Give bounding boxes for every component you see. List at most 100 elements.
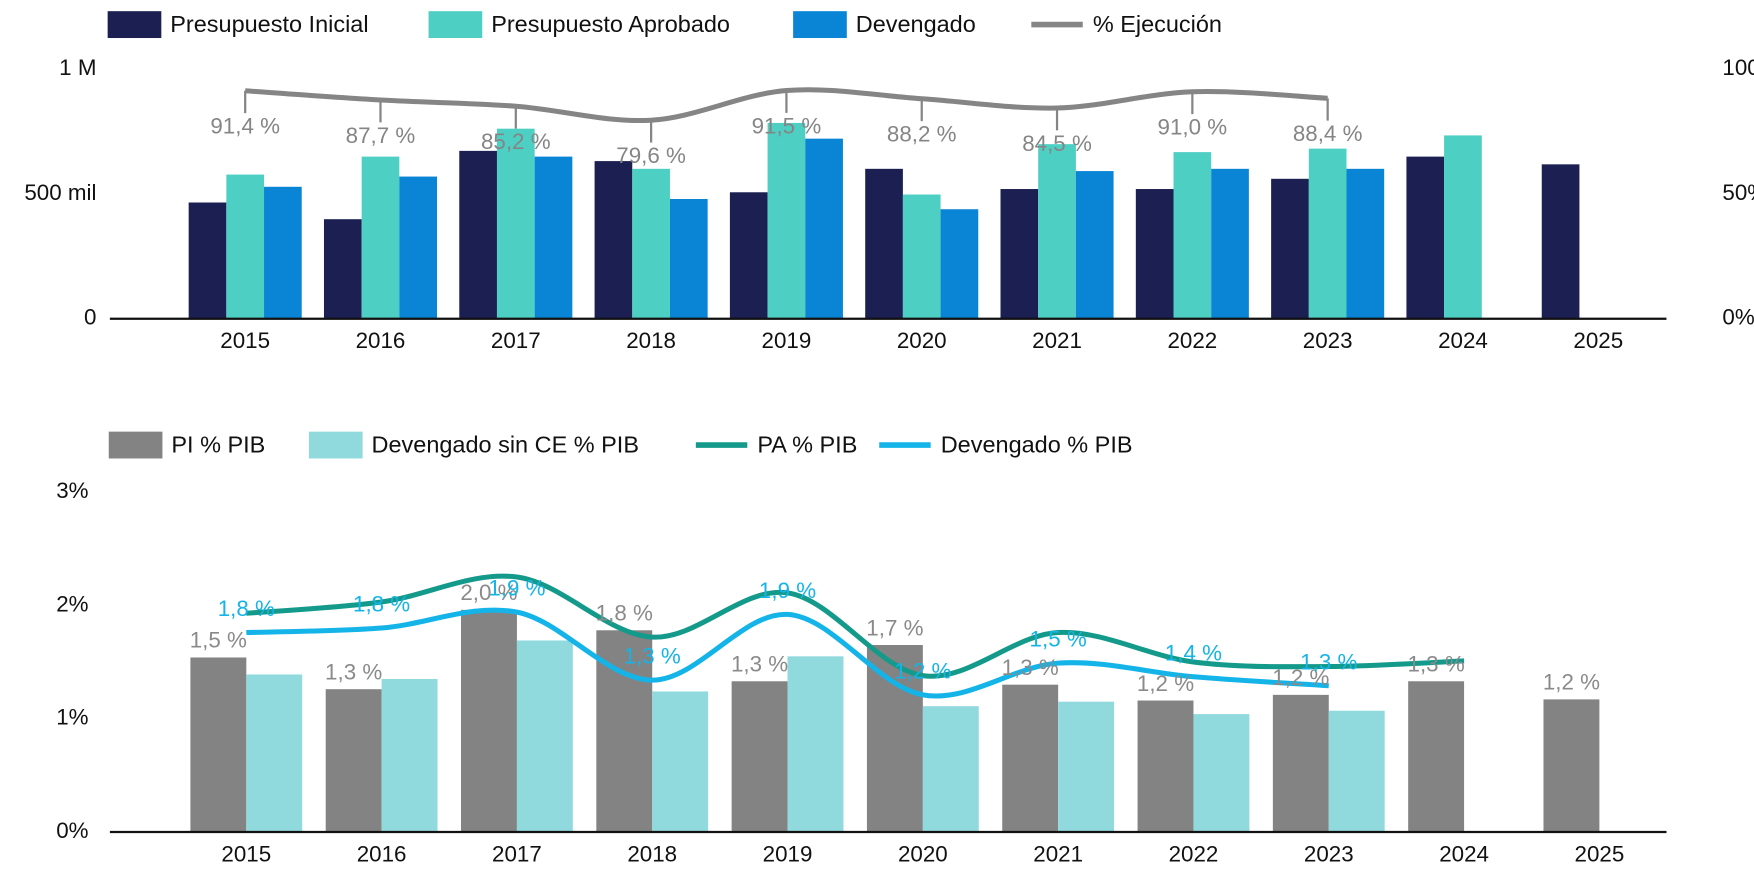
bar: [459, 150, 497, 319]
x-tick-label: 2023: [1303, 328, 1353, 353]
data-label: 1,3 %: [1002, 655, 1059, 680]
bar: [361, 156, 400, 319]
bar: [381, 679, 438, 832]
bar: [1406, 156, 1445, 319]
bar: [594, 161, 633, 319]
data-label: 1,3 %: [731, 652, 788, 677]
y-tick-label: 1%: [56, 705, 88, 730]
legend-label: PI % PIB: [171, 431, 265, 457]
bar: [767, 122, 806, 319]
data-label: 2,0 %: [460, 580, 517, 605]
bar: [1308, 148, 1347, 319]
x-tick-label: 2016: [357, 841, 407, 866]
x-tick-label: 2019: [763, 841, 813, 866]
legend-label: PA % PIB: [757, 431, 857, 457]
data-label: 91,5 %: [752, 113, 822, 138]
legend-label: Devengado % PIB: [941, 431, 1133, 457]
data-label: 1,4 %: [1165, 640, 1222, 665]
bar: [516, 640, 573, 832]
bar: [1272, 694, 1329, 832]
y-tick-label: 0: [84, 305, 96, 330]
y-tick-label: 3%: [56, 478, 88, 503]
bar: [1346, 168, 1385, 319]
data-label: 84,5 %: [1022, 131, 1092, 156]
bar: [1408, 681, 1465, 832]
x-tick-label: 2019: [762, 328, 812, 353]
data-label: 1,3 %: [1408, 652, 1465, 677]
bar: [1173, 152, 1212, 319]
bar: [461, 609, 517, 832]
bar: [1328, 710, 1385, 832]
bar: [264, 186, 302, 319]
line-series: [245, 87, 1328, 124]
line-series: [246, 573, 1465, 679]
x-tick-label: 2018: [626, 328, 676, 353]
data-label: 1,2 %: [894, 658, 951, 683]
line-series: [246, 607, 1329, 699]
legend-swatch: [107, 11, 162, 39]
bar: [922, 706, 979, 832]
x-tick-label: 2022: [1167, 328, 1217, 353]
x-tick-label: 2024: [1438, 328, 1488, 353]
bar: [1000, 189, 1039, 319]
bar: [399, 176, 438, 319]
bar: [652, 691, 709, 832]
data-label: 1,7 %: [866, 615, 923, 640]
data-label: 1,2 %: [1272, 665, 1329, 690]
bar: [1058, 701, 1115, 832]
bar: [865, 168, 903, 319]
legend-swatch: [308, 431, 363, 459]
bar: [1211, 168, 1249, 319]
bar: [1541, 164, 1580, 319]
bar: [534, 156, 573, 319]
data-label: 1,3 %: [1300, 649, 1357, 674]
bar: [1271, 178, 1309, 319]
bar: [323, 219, 362, 319]
legend-label: Presupuesto Aprobado: [491, 11, 730, 37]
legend-swatch: [428, 11, 483, 39]
y-tick-label: 1 M: [59, 55, 96, 80]
bar: [246, 674, 303, 832]
data-label: 1,9 %: [759, 578, 816, 603]
bar: [1193, 714, 1250, 832]
x-tick-label: 2015: [221, 841, 271, 866]
data-label: 1,2 %: [1543, 670, 1600, 695]
bar: [866, 645, 923, 832]
data-label: 91,0 %: [1158, 115, 1228, 140]
x-tick-label: 2017: [491, 328, 541, 353]
data-label: 1,8 %: [218, 596, 275, 621]
x-tick-label: 2020: [897, 328, 947, 353]
bar: [1444, 135, 1482, 319]
x-tick-label: 2025: [1575, 841, 1625, 866]
data-label: 79,6 %: [616, 143, 686, 168]
data-label: 1,3 %: [624, 644, 681, 669]
x-tick-label: 2023: [1304, 841, 1354, 866]
bar: [188, 202, 227, 319]
bar: [1137, 700, 1194, 832]
data-label: 1,8 %: [353, 592, 410, 617]
x-tick-label: 2016: [356, 328, 406, 353]
x-tick-label: 2021: [1032, 328, 1082, 353]
y-tick-label: 0%: [56, 818, 88, 843]
bar: [632, 168, 670, 319]
legend-label: Devengado: [856, 11, 976, 37]
legend-label: Presupuesto Inicial: [170, 11, 368, 37]
bar: [669, 199, 708, 319]
x-tick-label: 2021: [1033, 841, 1083, 866]
chart: Presupuesto Inicial Presupuesto Aprobado D…: [24, 11, 1754, 353]
x-tick-label: 2022: [1169, 841, 1219, 866]
bar: [1135, 189, 1174, 319]
x-tick-label: 2017: [492, 841, 542, 866]
x-tick-label: 2024: [1439, 841, 1489, 866]
bar: [902, 194, 941, 319]
y-tick-label: 500 mil: [24, 180, 96, 205]
data-label: 1,2 %: [1137, 671, 1194, 696]
y2-tick-label: 100%: [1722, 55, 1754, 80]
data-label: 91,4 %: [210, 114, 280, 139]
bar: [1543, 699, 1600, 832]
bar: [729, 192, 768, 319]
bar: [1002, 684, 1059, 832]
bar: [1075, 171, 1114, 319]
data-label: 1,5 %: [1030, 627, 1087, 652]
